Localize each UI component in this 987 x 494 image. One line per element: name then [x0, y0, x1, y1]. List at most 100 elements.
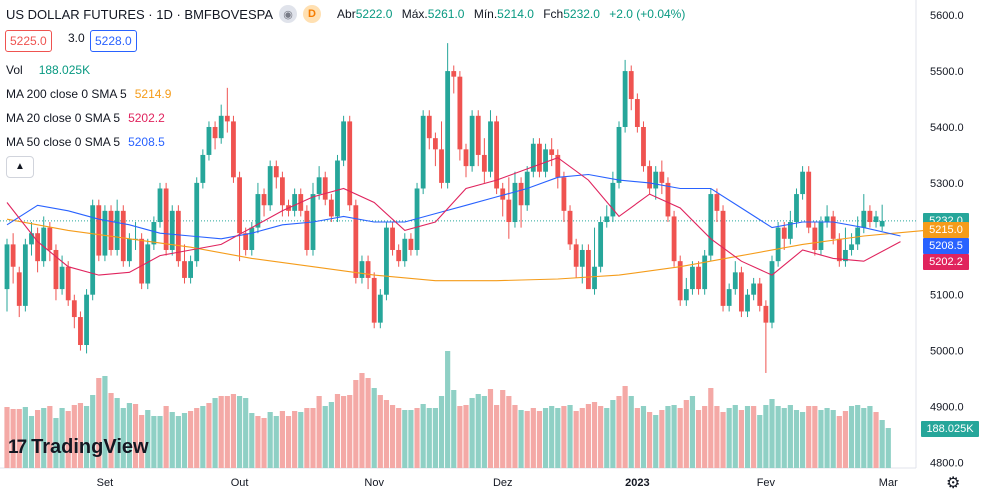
volume-bar: [200, 406, 206, 468]
candle: [377, 294, 383, 323]
volume-bar: [855, 405, 861, 468]
candle: [879, 220, 885, 227]
symbol-title[interactable]: US DOLLAR FUTURES · 1D · BMFBOVESPA: [6, 6, 274, 22]
volume-bar: [28, 416, 35, 468]
volume-bar: [885, 428, 891, 468]
tradingview-logo[interactable]: 17 TradingView: [8, 436, 149, 459]
candle: [84, 294, 89, 346]
volume-bar: [824, 408, 830, 468]
volume-bar: [102, 376, 108, 468]
candle: [206, 126, 212, 155]
x-tick-label: 2023: [625, 477, 649, 489]
volume-bar: [763, 405, 769, 468]
candle: [420, 115, 426, 189]
candle: [720, 210, 726, 306]
indicator-value: 5202.2: [128, 111, 165, 125]
candle: [781, 227, 787, 239]
volume-bar: [255, 416, 261, 468]
volume-bar: [47, 406, 53, 468]
volume-bar: [683, 400, 689, 468]
volume-bar: [383, 400, 390, 468]
candle: [634, 99, 640, 127]
candle: [384, 227, 389, 295]
gear-icon[interactable]: ⚙: [946, 475, 961, 492]
candle: [408, 238, 414, 250]
volume-bar: [71, 405, 77, 468]
sell-price-button[interactable]: 5225.0: [5, 30, 52, 52]
candle: [787, 222, 793, 239]
volume-bar: [194, 408, 200, 468]
chevron-up-icon[interactable]: ▲: [6, 156, 34, 178]
volume-bar: [830, 410, 836, 468]
indicator-vol[interactable]: Vol 188.025K: [6, 63, 90, 77]
volume-bar: [414, 408, 420, 468]
candle: [59, 266, 65, 290]
volume-bar: [420, 404, 426, 468]
candle: [475, 115, 481, 155]
candle: [96, 205, 102, 256]
candle: [794, 194, 799, 223]
volume-bar: [622, 386, 628, 468]
volume-bar: [457, 406, 463, 468]
indicator-ma50[interactable]: MA 50 close 0 SMA 5 5208.5: [6, 135, 165, 149]
y-tick-label: 5400.0: [930, 122, 964, 134]
candle: [457, 76, 463, 150]
candle: [745, 294, 750, 312]
candle: [390, 227, 395, 250]
volume-bar: [781, 408, 787, 468]
candle: [396, 249, 402, 262]
candle: [592, 266, 597, 290]
candle: [4, 244, 10, 290]
indicator-ma200[interactable]: MA 200 close 0 SMA 5 5214.9: [6, 87, 171, 101]
volume-bar: [432, 408, 438, 468]
volume-bar: [236, 396, 243, 468]
volume-bar: [800, 412, 806, 468]
indicator-ma20[interactable]: MA 20 close 0 SMA 5 5202.2: [6, 111, 165, 125]
buy-price-button[interactable]: 5228.0: [90, 30, 137, 52]
spread-value: 3.0: [68, 31, 85, 45]
candle: [561, 177, 567, 211]
volume-bar: [549, 406, 555, 468]
price-axis-label: 5208.5: [923, 237, 969, 254]
candle: [708, 194, 714, 256]
price-axis-label: 188.025K: [921, 421, 979, 437]
candle: [628, 71, 634, 100]
volume-bar: [96, 378, 102, 468]
volume-bar: [285, 416, 292, 468]
candle: [818, 222, 824, 250]
volume-bar: [371, 388, 377, 468]
low-value: 5214.0: [497, 7, 534, 21]
candle: [549, 149, 555, 155]
volume-bar: [494, 405, 500, 468]
candle: [188, 261, 193, 278]
high-value: 5261.0: [427, 7, 465, 21]
candle: [22, 244, 28, 306]
candle: [243, 233, 249, 250]
volume-bar: [334, 394, 341, 468]
candle: [47, 227, 53, 250]
candle: [120, 210, 126, 262]
volume-bar: [775, 406, 781, 468]
volume-bar: [157, 416, 163, 468]
volume-bar: [604, 408, 610, 468]
volume-bar: [640, 406, 647, 468]
candle: [280, 177, 285, 206]
indicator-label: MA 200 close 0 SMA 5: [6, 87, 127, 101]
candle: [114, 210, 120, 250]
volume-bar: [873, 412, 879, 468]
volume-bar: [714, 406, 720, 468]
volume-bar: [408, 410, 414, 468]
candle: [812, 227, 818, 250]
volume-bar: [726, 408, 732, 468]
candle: [665, 182, 671, 217]
candle: [598, 222, 604, 267]
volume-bar: [689, 396, 696, 468]
candle: [843, 249, 848, 262]
candle: [849, 244, 854, 250]
candle: [530, 143, 536, 172]
market-status-badge[interactable]: D: [303, 5, 322, 23]
eye-icon[interactable]: ◉: [279, 5, 298, 23]
ma200-line: [6, 218, 926, 282]
candle: [463, 149, 469, 167]
